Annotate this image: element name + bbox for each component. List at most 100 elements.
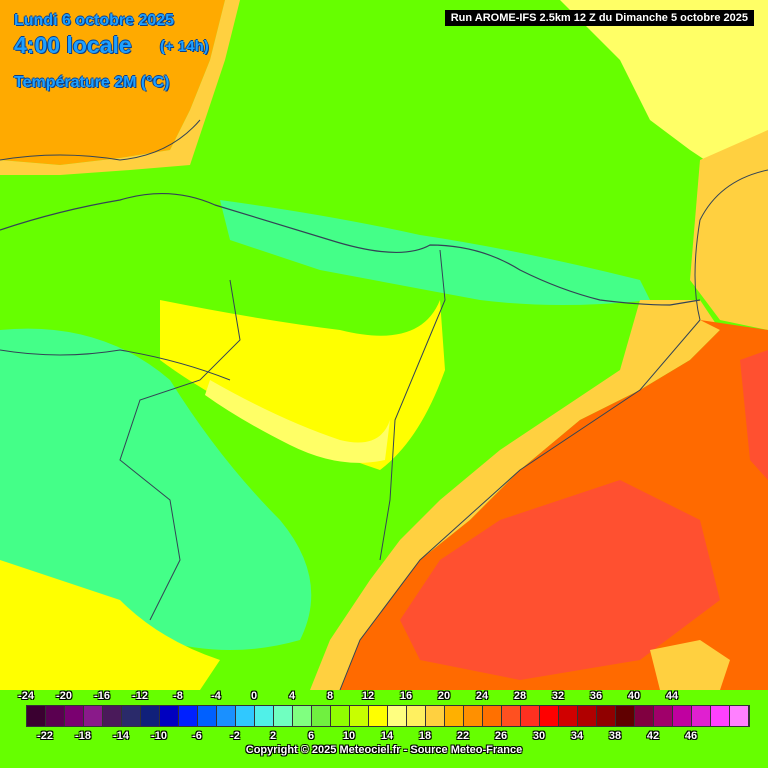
legend-tick-top: 28 [513, 690, 527, 702]
legend-swatch [521, 706, 540, 726]
legend-swatch [293, 706, 312, 726]
legend-swatch [483, 706, 502, 726]
legend-swatch [692, 706, 711, 726]
legend-tick-top: 16 [399, 690, 413, 702]
legend-swatch [654, 706, 673, 726]
color-scale-legend: -24 -20 -16 -12 -8 -4 0 4 8 12 16 20 24 28 32 36 40 44 -2… [18, 690, 750, 746]
legend-swatch [198, 706, 217, 726]
legend-tick-top: 40 [627, 690, 641, 702]
coast-band-north [0, 0, 240, 175]
legend-tick-top: 20 [437, 690, 451, 702]
legend-swatch [84, 706, 103, 726]
legend-swatch [597, 706, 616, 726]
legend-tick-top: 8 [326, 690, 334, 702]
model-run-info: Run AROME-IFS 2.5km 12 Z du Dimanche 5 o… [444, 10, 754, 26]
legend-swatch [388, 706, 407, 726]
legend-tick-bottom: -22 [37, 730, 53, 742]
legend-swatch [730, 706, 749, 726]
legend-swatch [673, 706, 692, 726]
legend-swatch [255, 706, 274, 726]
legend-tick-bottom: 42 [646, 730, 660, 742]
legend-tick-top: -8 [173, 690, 183, 702]
south-west-warm [0, 560, 220, 690]
legend-swatch [46, 706, 65, 726]
coastline-mediterranean [339, 319, 701, 691]
legend-tick-top: -20 [56, 690, 72, 702]
legend-swatch [217, 706, 236, 726]
legend-tick-top: 32 [551, 690, 565, 702]
mallorca-island [650, 640, 730, 690]
legend-tick-bottom: 30 [532, 730, 546, 742]
legend-swatch [27, 706, 46, 726]
legend-tick-top: -24 [18, 690, 34, 702]
legend-tick-top: 4 [288, 690, 296, 702]
forecast-time: 4:00 locale [14, 32, 132, 58]
region-border-west [119, 279, 241, 621]
legend-swatch [236, 706, 255, 726]
forecast-lead-time: (+ 14h) [160, 38, 209, 55]
legend-swatch [312, 706, 331, 726]
pyrenees-cool [220, 200, 650, 305]
legend-swatches [26, 705, 750, 727]
legend-tick-bottom: 14 [380, 730, 394, 742]
legend-swatch [540, 706, 559, 726]
legend-tick-bottom: 26 [494, 730, 508, 742]
legend-swatch [65, 706, 84, 726]
legend-tick-bottom: 38 [608, 730, 622, 742]
legend-tick-bottom: -10 [151, 730, 167, 742]
legend-tick-bottom: 6 [307, 730, 315, 742]
catalan-coast-warm [310, 300, 720, 690]
legend-swatch [635, 706, 654, 726]
coastline-gulf-of-lion [694, 169, 768, 321]
legend-swatch [141, 706, 160, 726]
legend-swatch [711, 706, 730, 726]
legend-swatch [331, 706, 350, 726]
legend-swatch [369, 706, 388, 726]
region-border-east [379, 249, 446, 561]
legend-tick-bottom: -14 [113, 730, 129, 742]
legend-swatch [179, 706, 198, 726]
legend-tick-bottom: -18 [75, 730, 91, 742]
forecast-date: Lundi 6 octobre 2025 [14, 12, 175, 29]
legend-swatch [274, 706, 293, 726]
legend-tick-bottom: -2 [230, 730, 240, 742]
legend-tick-bottom: 22 [456, 730, 470, 742]
legend-swatch [445, 706, 464, 726]
legend-swatch [464, 706, 483, 726]
bay-of-biscay [0, 0, 225, 165]
legend-swatch [407, 706, 426, 726]
legend-swatch [578, 706, 597, 726]
sea-hot-core [400, 480, 720, 680]
legend-swatch [122, 706, 141, 726]
legend-tick-top: 0 [250, 690, 258, 702]
legend-swatch [103, 706, 122, 726]
legend-tick-top: 44 [665, 690, 679, 702]
legend-tick-top: 12 [361, 690, 375, 702]
legend-swatch [426, 706, 445, 726]
copyright-notice: Copyright © 2025 Meteociel.fr - Source M… [245, 744, 523, 756]
legend-swatch [616, 706, 635, 726]
legend-tick-bottom: 18 [418, 730, 432, 742]
region-border-north [0, 349, 231, 381]
legend-swatch [350, 706, 369, 726]
legend-tick-bottom: 34 [570, 730, 584, 742]
coastline-north [0, 119, 201, 161]
legend-tick-bottom: -6 [192, 730, 202, 742]
legend-swatch [559, 706, 578, 726]
legend-swatch [160, 706, 179, 726]
meseta-cool [0, 328, 312, 650]
legend-tick-bottom: 2 [269, 730, 277, 742]
legend-tick-bottom: 10 [342, 730, 356, 742]
parameter-label: Température 2M (°C) [14, 74, 170, 91]
legend-tick-top: 36 [589, 690, 603, 702]
ebro-valley-hot [205, 380, 390, 463]
legend-tick-top: -16 [94, 690, 110, 702]
legend-tick-top: -4 [211, 690, 221, 702]
france-east-warm [560, 0, 768, 190]
ebro-valley-warm [160, 300, 445, 470]
legend-tick-top: 24 [475, 690, 489, 702]
sea-hot-east [740, 350, 768, 480]
legend-tick-bottom: 46 [684, 730, 698, 742]
